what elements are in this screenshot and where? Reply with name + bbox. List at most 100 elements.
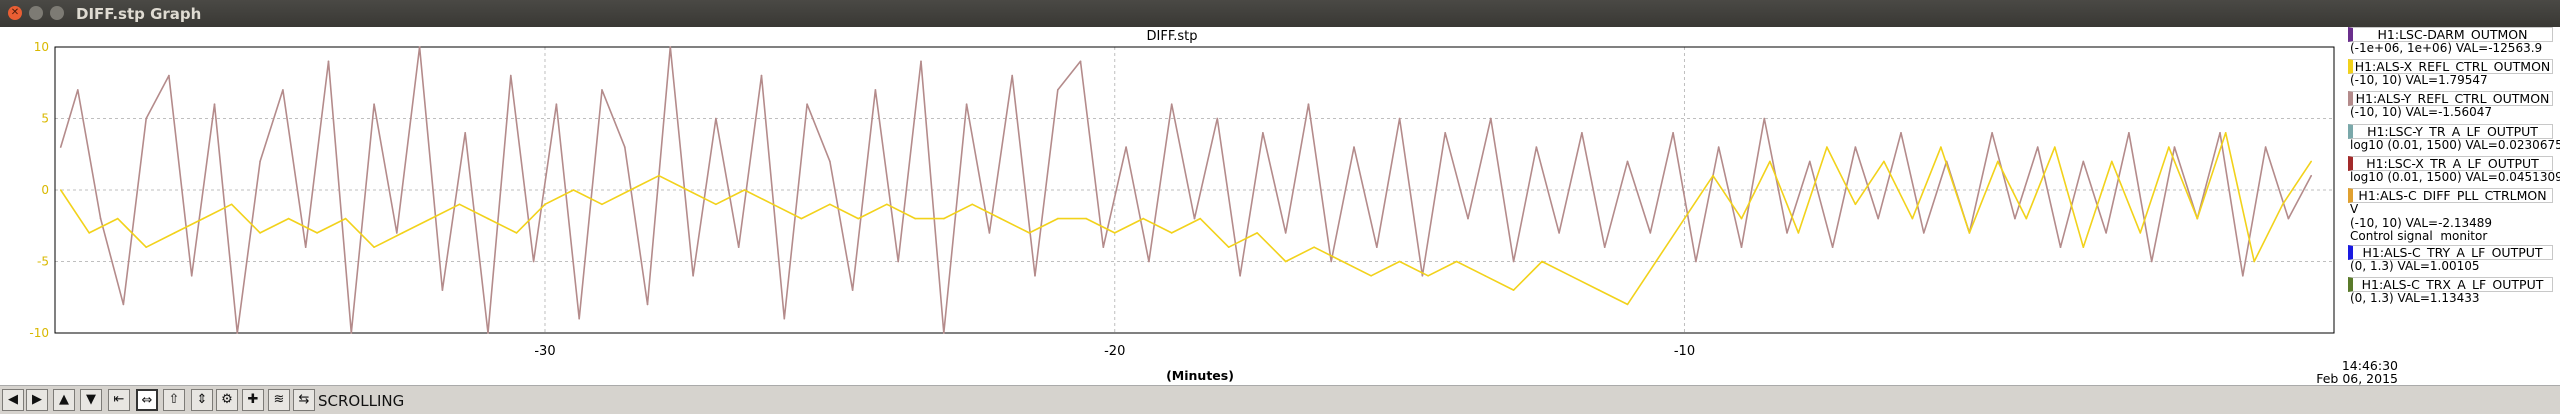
data-point — [213, 103, 216, 105]
data-point — [88, 232, 90, 234]
end-date-label: Feb 06, 2015 — [2316, 371, 2398, 386]
data-point — [2025, 217, 2028, 220]
data-point — [658, 174, 660, 177]
legend-channel-name[interactable]: H1:ALS-C_TRX_A_LF_OUTPUT — [2348, 277, 2553, 292]
data-point — [737, 246, 740, 248]
data-point — [173, 232, 176, 234]
zoom-in-x-button[interactable]: ⇤ — [108, 389, 130, 411]
data-point — [1900, 132, 1902, 134]
legend-channel-name[interactable]: H1:ALS-C_TRY_A_LF_OUTPUT — [2348, 245, 2553, 260]
zoom-out-x-button[interactable]: ⇔ — [136, 389, 158, 411]
legend-channel-name[interactable]: H1:ALS-X_REFL_CTRL_OUTMON — [2348, 59, 2553, 74]
legend-channel-name[interactable]: H1:ALS-Y_REFL_CTRL_OUTMON — [2348, 91, 2553, 106]
data-point — [304, 246, 307, 248]
legend-channel-name[interactable]: H1:ALS-C_DIFF_PLL_CTRLMON — [2348, 188, 2553, 203]
data-point — [373, 246, 375, 248]
data-point — [1376, 246, 1378, 248]
legend-channel-range: (-1e+06, 1e+06) VAL=-12563.9 — [2350, 41, 2543, 55]
data-point — [2219, 132, 2221, 134]
data-point — [1444, 132, 1446, 134]
data-point — [2110, 160, 2113, 163]
autoscale-button[interactable]: ≋ — [268, 389, 290, 411]
legend-channel-name[interactable]: H1:LSC-X_TR_A_LF_OUTPUT — [2348, 156, 2553, 171]
data-point — [874, 89, 877, 91]
data-point — [2036, 146, 2039, 148]
data-point — [373, 103, 375, 105]
data-point — [715, 203, 717, 206]
close-window-button[interactable]: ✕ — [8, 6, 22, 20]
data-point — [145, 246, 147, 248]
y-tick-label: 0 — [41, 183, 49, 197]
data-point — [886, 203, 888, 206]
data-point — [282, 89, 284, 91]
data-point — [2105, 232, 2107, 234]
data-point — [601, 89, 603, 91]
data-point — [122, 303, 125, 306]
data-point — [1284, 232, 1287, 234]
data-point — [1512, 289, 1515, 291]
legend-channel-name[interactable]: H1:LSC-Y_TR_A_LF_OUTPUT — [2348, 124, 2553, 139]
zoom-out-y-button[interactable]: ⇕ — [191, 389, 213, 411]
minimize-window-button[interactable] — [29, 6, 43, 20]
data-point — [2253, 260, 2256, 263]
series-line-1 — [60, 132, 2312, 306]
data-point — [2082, 246, 2085, 248]
add-button[interactable]: ✚ — [242, 389, 264, 411]
data-point — [1421, 275, 1424, 277]
data-point — [1079, 60, 1082, 63]
data-point — [999, 217, 1002, 220]
data-point — [2128, 132, 2130, 134]
data-point — [1769, 160, 1771, 163]
data-point — [2014, 217, 2016, 220]
data-point — [1991, 132, 1993, 134]
window-titlebar[interactable]: ✕ DIFF.stp Graph — [0, 0, 2560, 27]
data-point — [1797, 232, 1800, 234]
zoom-in-y-button[interactable]: ⇧ — [163, 389, 185, 411]
scroll-mode-button[interactable]: ⇆ — [293, 389, 315, 411]
data-point — [430, 217, 432, 220]
data-point — [1484, 275, 1486, 277]
data-point — [1313, 246, 1315, 248]
data-point — [2196, 217, 2199, 220]
data-point — [1398, 260, 1401, 263]
data-point — [464, 132, 467, 134]
x-tick-label: -20 — [1104, 344, 1125, 358]
scroll-up-button[interactable]: ▲ — [53, 389, 75, 411]
legend-channel-name[interactable]: H1:LSC-DARM_OUTMON — [2348, 27, 2553, 42]
scroll-down-button[interactable]: ▼ — [80, 389, 102, 411]
window-title: DIFF.stp Graph — [76, 5, 202, 23]
data-point — [168, 74, 170, 77]
data-point — [1786, 232, 1788, 234]
data-point — [1170, 103, 1173, 105]
data-point — [914, 217, 917, 220]
y-tick-label: 10 — [34, 40, 49, 54]
legend-channel-range: (-10, 10) VAL=1.79547 — [2350, 73, 2488, 87]
data-point — [1056, 217, 1059, 220]
data-point — [259, 232, 261, 234]
data-point — [1056, 89, 1059, 91]
settings-button[interactable]: ⚙ — [216, 389, 238, 411]
data-point — [2150, 260, 2153, 263]
data-point — [943, 217, 945, 220]
data-point — [1170, 232, 1173, 234]
data-point — [1655, 260, 1657, 263]
data-point — [2082, 160, 2085, 163]
x-tick-label: -30 — [534, 344, 555, 358]
legend-channel-range: (0, 1.3) VAL=1.13433 — [2350, 291, 2480, 305]
data-point — [760, 74, 763, 77]
data-point — [1877, 217, 1879, 220]
legend-channel-range: (-10, 10) VAL=-1.56047 — [2350, 105, 2493, 119]
legend-channel-range: V (-10, 10) VAL=-2.13489 Control signal … — [2350, 202, 2493, 243]
data-point — [401, 232, 404, 234]
data-point — [1603, 246, 1606, 248]
data-point — [1113, 232, 1116, 234]
chart[interactable]: 10 5 0 -5 -10 -30 -20 -10 — [0, 27, 2344, 358]
maximize-window-button[interactable] — [50, 6, 64, 20]
scroll-right-button[interactable]: ▶ — [26, 389, 48, 411]
data-point — [2281, 203, 2284, 206]
data-point — [572, 189, 575, 191]
data-point — [287, 217, 290, 220]
scroll-left-button[interactable]: ◀ — [2, 389, 24, 411]
data-point — [1193, 217, 1196, 220]
data-point — [1541, 260, 1543, 263]
